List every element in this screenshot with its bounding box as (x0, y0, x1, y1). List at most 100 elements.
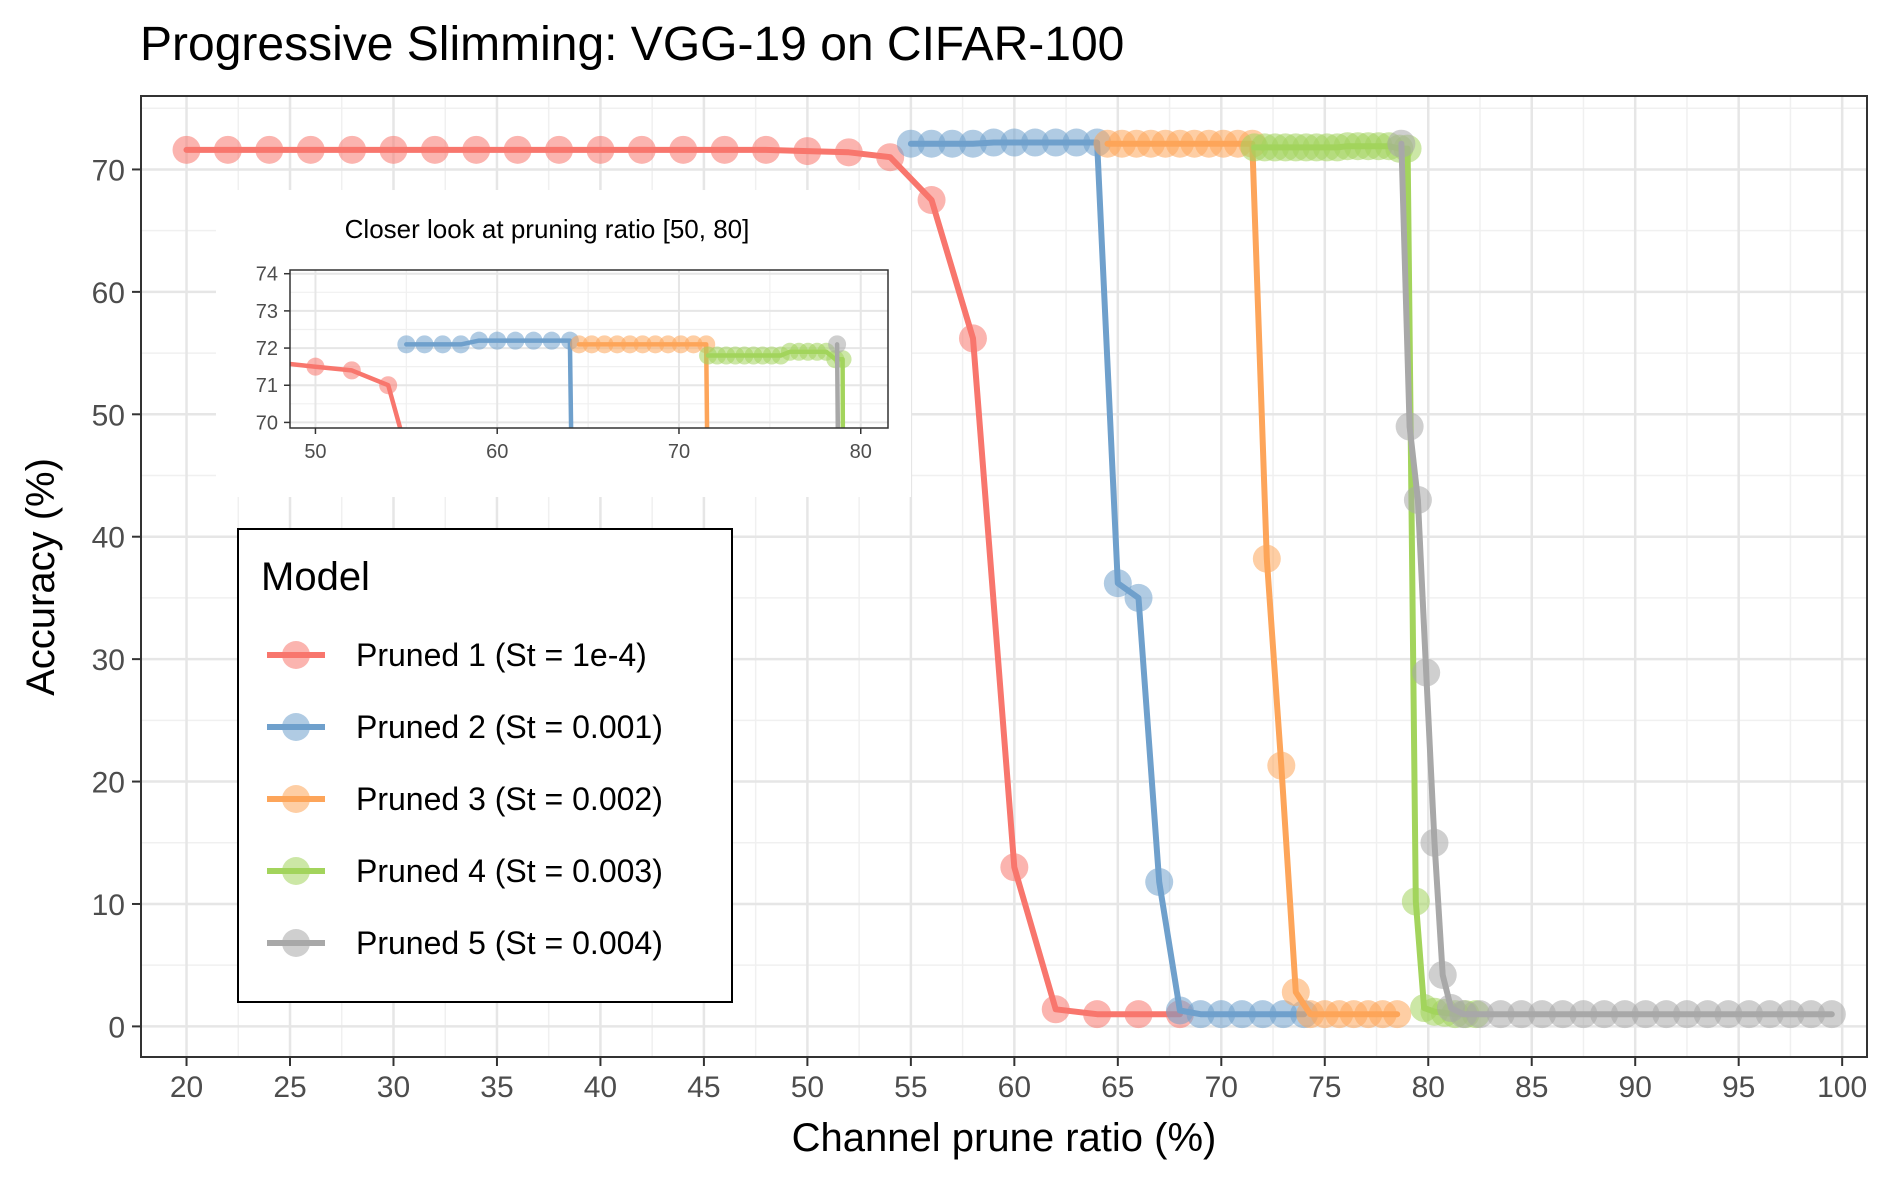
data-point (1817, 1000, 1846, 1029)
x-axis-label: Channel prune ratio (%) (792, 1116, 1217, 1160)
data-point (1776, 1000, 1805, 1029)
y-tick-label: 30 (92, 644, 125, 677)
data-point (1797, 1000, 1826, 1029)
data-point (958, 129, 987, 158)
x-tick-label: 65 (1101, 1071, 1134, 1104)
data-point (1528, 1000, 1557, 1029)
inset-data-point (570, 335, 589, 354)
data-point (1412, 658, 1441, 687)
inset-series-2 (397, 331, 579, 428)
data-point (1267, 751, 1296, 780)
inset-data-point (524, 331, 543, 350)
data-point (545, 135, 574, 164)
inset-data-point (671, 335, 690, 354)
inset-x-tick-label: 70 (668, 441, 690, 463)
panel-border (140, 95, 1868, 1058)
data-point (338, 135, 367, 164)
data-point (1269, 1000, 1298, 1029)
data-point (1652, 1000, 1681, 1029)
data-point (627, 135, 656, 164)
data-point (710, 135, 739, 164)
y-tick-label: 70 (92, 154, 125, 187)
x-tick-label: 35 (480, 1071, 513, 1104)
inset-series-4 (699, 342, 852, 428)
inset-data-point (646, 335, 665, 354)
legend-label: Pruned 2 (St = 0.001) (356, 709, 663, 745)
inset-data-point (595, 335, 614, 354)
data-point (1387, 129, 1416, 158)
x-tick-label: 20 (170, 1071, 203, 1104)
data-point (1165, 996, 1194, 1025)
y-tick-label: 50 (92, 399, 125, 432)
series-5 (1387, 129, 1846, 1029)
legend-key-point (282, 713, 310, 741)
data-point (1693, 1000, 1722, 1029)
inset-data-point (306, 357, 325, 376)
data-point (1000, 128, 1029, 157)
x-tick-label: 55 (894, 1071, 927, 1104)
series-layer (172, 128, 1846, 1029)
inset-data-point (379, 376, 398, 395)
data-point (876, 143, 905, 172)
legend-item: Pruned 4 (St = 0.003) (267, 853, 663, 889)
inset-title: Closer look at pruning ratio [50, 80] (345, 214, 750, 244)
data-point (1083, 1000, 1112, 1029)
data-point (1465, 1000, 1494, 1029)
inset-series-1 (290, 357, 403, 428)
inset-y-tick-label: 72 (256, 338, 278, 360)
x-tick-label: 95 (1722, 1071, 1755, 1104)
data-point (1420, 828, 1449, 857)
inset-data-point (470, 331, 489, 350)
inset-data-point (397, 335, 416, 354)
data-point (1401, 887, 1430, 916)
data-point (1000, 853, 1029, 882)
x-tick-label: 70 (1205, 1071, 1238, 1104)
legend-key-point (282, 857, 310, 885)
inset-data-point (828, 335, 847, 354)
y-tick-label: 60 (92, 277, 125, 310)
inset-data-point (620, 335, 639, 354)
legend-item: Pruned 1 (St = 1e-4) (267, 637, 647, 673)
data-point (1403, 485, 1432, 514)
data-point (1186, 1000, 1215, 1029)
data-point (1631, 1000, 1660, 1029)
data-point (296, 135, 325, 164)
data-point (1672, 1000, 1701, 1029)
inset-y-tick-label: 71 (256, 375, 278, 397)
legend-label: Pruned 3 (St = 0.002) (356, 781, 663, 817)
y-axis: 0 10 20 30 40 50 60 70 (92, 154, 141, 1044)
x-tick-label: 100 (1817, 1071, 1867, 1104)
data-point (213, 135, 242, 164)
inset-panel-border (289, 269, 889, 429)
legend-item: Pruned 3 (St = 0.002) (267, 781, 663, 817)
data-point (1755, 1000, 1784, 1029)
data-point (1041, 128, 1070, 157)
x-tick-label: 75 (1308, 1071, 1341, 1104)
y-tick-label: 40 (92, 522, 125, 555)
y-axis-label: Accuracy (%) (19, 458, 63, 696)
inset-data-point (633, 335, 652, 354)
legend-label: Pruned 5 (St = 0.004) (356, 925, 663, 961)
legend: Model Pruned 1 (St = 1e-4) Pruned 2 (St =… (237, 528, 733, 1003)
data-point (752, 135, 781, 164)
inset-data-point (608, 335, 627, 354)
data-point (1714, 1000, 1743, 1029)
inset-data-point (659, 335, 678, 354)
data-point (1041, 995, 1070, 1024)
inset-series-3 (570, 335, 716, 428)
inset-x-tick-label: 60 (486, 441, 508, 463)
data-point (1507, 1000, 1536, 1029)
data-point (1486, 1000, 1515, 1029)
x-tick-label: 25 (273, 1071, 306, 1104)
inset-x-axis: 50 60 70 80 (304, 428, 872, 463)
inset-data-point (506, 331, 525, 350)
legend-box (237, 528, 733, 1003)
data-point (1590, 1000, 1619, 1029)
x-tick-label: 80 (1412, 1071, 1445, 1104)
data-point (586, 135, 615, 164)
data-point (1252, 544, 1281, 573)
data-point (938, 129, 967, 158)
x-tick-label: 85 (1515, 1071, 1548, 1104)
data-point (1383, 1000, 1412, 1029)
